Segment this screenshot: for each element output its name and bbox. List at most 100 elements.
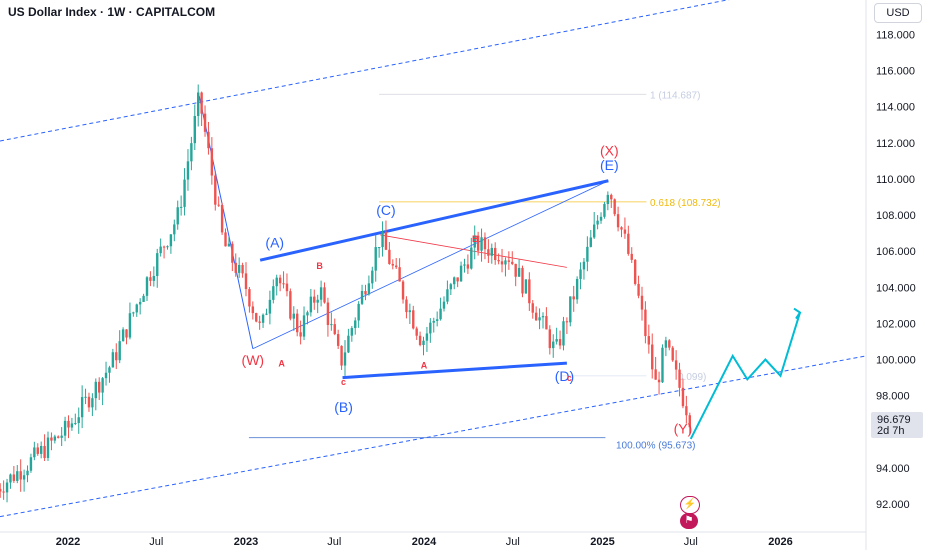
candle-body [681,387,685,407]
candle-body [606,194,610,205]
candle-body [360,290,364,304]
candle-body [459,265,463,282]
candle-body [640,295,644,310]
projection-arrowhead [793,307,802,320]
candle-body [528,279,531,304]
y-tick-label: 104.000 [876,282,916,294]
candle-body [541,316,545,318]
candle-body [490,247,493,256]
currency-selector[interactable]: USD [874,3,922,23]
candle-body [19,471,22,480]
candle-body [128,313,132,338]
candle-body [476,235,480,251]
lightning-icon[interactable]: ⚡ [680,496,700,514]
candle-body [306,312,309,316]
candle-body [26,470,29,476]
candle-body [43,445,46,458]
candle-body [118,341,121,361]
candle-body [470,247,473,269]
candle-body [234,262,237,273]
candle-body [408,310,412,313]
us-flag-icon[interactable]: ⚑ [680,513,698,529]
candle-body [391,263,394,266]
candle-body [511,261,514,264]
wave-line[interactable] [198,95,254,349]
candle-body [388,249,391,264]
candle-body [589,237,592,247]
candle-body [77,417,80,424]
wave-label: c [567,373,572,383]
candle-body [657,379,661,383]
candle-body [330,324,333,326]
candle-body [74,423,77,425]
candle-body [487,249,490,256]
candle-body [108,367,111,373]
candle-body [142,295,145,302]
x-tick-label: Jul [327,536,341,548]
candle-body [412,310,415,329]
triangle-upper-line[interactable] [259,179,609,262]
x-tick-label: Jul [684,536,698,548]
candle-body [517,267,521,277]
candle-body [623,229,627,234]
candle-body [340,345,343,366]
triangle-lower-line[interactable] [342,361,567,380]
candle-body [429,322,432,334]
candle-body [255,313,258,322]
candle-body [302,315,306,337]
candle-body [176,207,179,225]
candle-body [98,381,101,393]
candle-body [285,283,289,292]
candle-body [227,243,231,247]
y-tick-label: 98.000 [876,391,910,403]
x-tick-label: 2024 [412,536,437,548]
y-tick-label: 112.000 [876,138,915,150]
candle-body [668,340,671,348]
x-tick-label: 2022 [56,536,80,548]
candle-body [5,482,9,493]
candle-body [244,273,248,290]
candle-body [203,113,207,132]
candle-body [343,352,347,366]
candle-body [415,328,418,336]
wave-label: A [278,359,285,369]
candle-body [456,277,459,282]
candle-body [514,263,517,277]
wave-label: (X) [600,142,619,158]
candle-body [33,447,36,458]
candle-body [654,369,657,380]
candle-body [377,247,381,249]
candle-body [57,436,60,438]
y-tick-label: 102.000 [876,318,916,330]
candle-body [46,437,50,458]
candle-body [60,435,63,438]
wave-label: B [472,234,479,244]
y-tick-label: 100.000 [876,355,916,367]
x-tick-label: 2023 [234,536,258,548]
candle-body [524,279,528,294]
candle-body [336,334,340,346]
candle-body [558,339,562,346]
wave-line[interactable] [380,234,567,268]
fib-level-label: 100.00% (95.673) [616,441,696,452]
channel-lower-line[interactable] [0,355,867,518]
wave-label: (W) [242,352,265,368]
candle-body [480,237,483,251]
projection-path[interactable] [689,312,801,440]
candle-body [80,397,84,418]
candle-body [29,457,33,471]
x-tick-label: 2026 [768,536,792,548]
candle-body [439,308,442,320]
wave-line[interactable] [252,180,609,350]
candle-body [166,246,169,248]
candle-body [152,276,156,281]
candle-body [497,260,500,262]
candle-body [633,259,637,284]
wave-label: (D) [555,368,574,384]
candle-body [36,447,39,454]
candle-body [562,321,565,346]
channel-upper-line[interactable] [0,0,745,142]
candle-body [179,206,183,208]
candle-body [381,232,384,248]
